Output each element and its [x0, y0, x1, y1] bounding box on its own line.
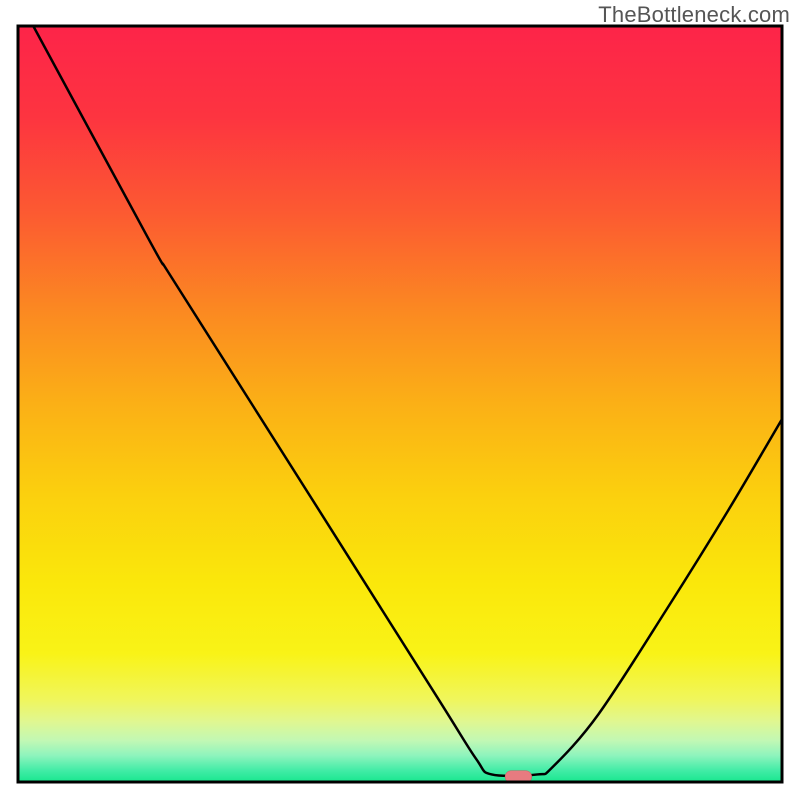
plot-area	[18, 26, 782, 783]
gradient-background	[18, 26, 782, 782]
chart-frame: TheBottleneck.com	[0, 0, 800, 800]
watermark-text: TheBottleneck.com	[598, 2, 790, 28]
bottleneck-chart	[0, 0, 800, 800]
